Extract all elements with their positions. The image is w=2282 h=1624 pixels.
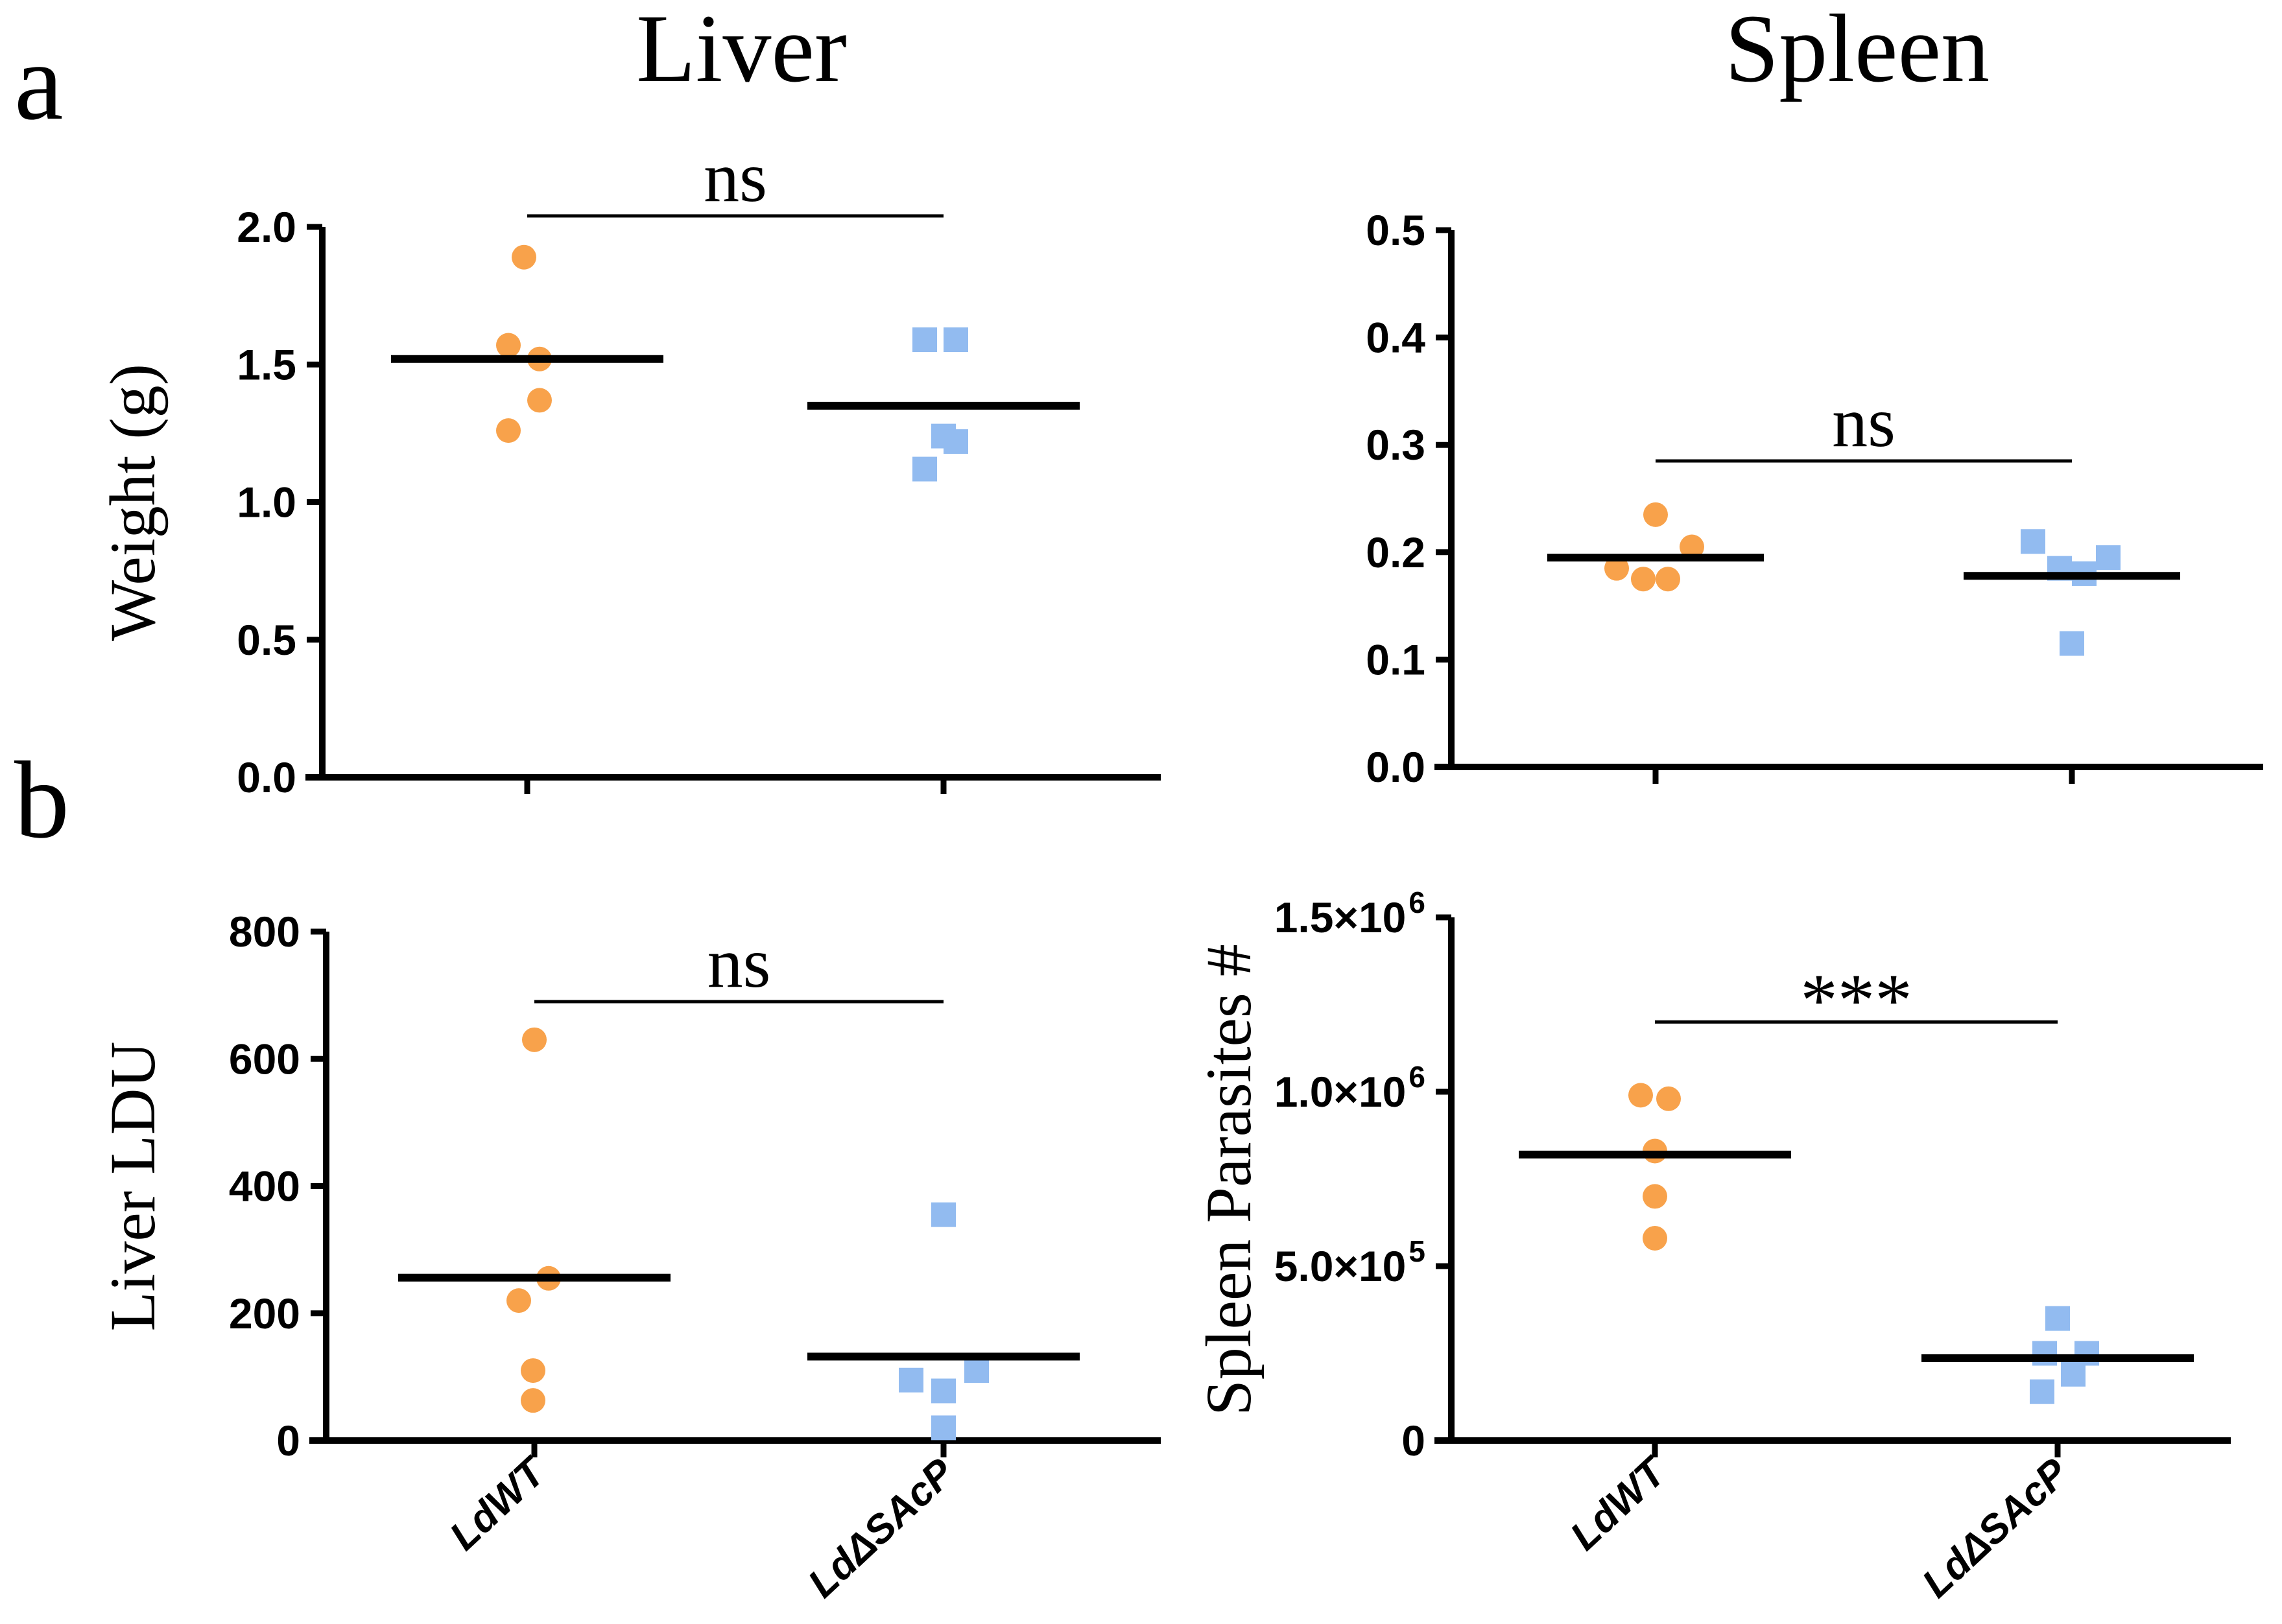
plot-liver-ldu: 0 200 400 600 800 LdWT LdΔSAcP ns — [229, 908, 1161, 1606]
data-point-ldδsacp — [944, 327, 968, 353]
significance-label: ns — [704, 137, 767, 217]
y-tick-label: 400 — [229, 1162, 300, 1210]
y-tick-label: 0.3 — [1366, 421, 1425, 469]
data-point-ldwt — [1643, 1184, 1667, 1209]
data-point-ldδsacp — [2060, 631, 2084, 656]
data-point-ldδsacp — [912, 456, 937, 482]
y-tick-label: 0.1 — [1366, 635, 1425, 683]
plot-spleen-weight: 0.0 0.1 0.2 0.3 0.4 0.5 ns — [1366, 206, 2263, 791]
data-point-ldwt — [521, 1388, 545, 1413]
y-tick-label: 1.0 — [237, 478, 296, 526]
y-tick-label: 0.2 — [1366, 528, 1425, 576]
y-tick-label: 1.5×106 — [1274, 886, 1425, 941]
y-tick-label: 5.0×105 — [1274, 1234, 1425, 1290]
y-tick-label: 0 — [1401, 1417, 1425, 1465]
x-category-label-ldsacp: LdΔSAcP — [1914, 1450, 2077, 1606]
data-point-ldδsacp — [2061, 1361, 2086, 1387]
significance-label: ns — [707, 923, 771, 1002]
data-point-ldwt — [496, 418, 521, 443]
data-point-ldδsacp — [964, 1358, 989, 1383]
data-point-ldwt — [1643, 1225, 1667, 1251]
data-point-ldwt — [512, 244, 536, 270]
data-point-ldwt — [1643, 502, 1668, 527]
y-tick-label: 800 — [229, 908, 300, 956]
data-point-ldδsacp — [944, 429, 968, 454]
significance-label: *** — [1800, 959, 1912, 1041]
data-point-ldwt — [527, 388, 552, 413]
data-point-ldwt — [522, 1027, 547, 1052]
y-tick-label: 1.0×106 — [1274, 1060, 1425, 1116]
significance-label: ns — [1832, 382, 1896, 462]
y-tick-label: 200 — [229, 1289, 300, 1337]
data-point-ldwt — [1656, 567, 1680, 592]
y-tick-label: 0.0 — [237, 753, 296, 801]
data-point-ldδsacp — [931, 1378, 956, 1404]
data-point-ldwt — [1631, 567, 1656, 592]
y-tick-label: 1.5 — [237, 340, 296, 388]
y-tick-label: 600 — [229, 1035, 300, 1083]
data-point-ldwt — [1656, 1086, 1681, 1111]
data-point-ldwt — [521, 1358, 545, 1383]
x-category-label-ldwt: LdWT — [1562, 1448, 1677, 1559]
data-point-ldwt — [1604, 556, 1629, 581]
data-point-ldδsacp — [931, 1415, 956, 1441]
y-tick-label: 0 — [276, 1417, 300, 1465]
y-tick-label: 0.5 — [237, 616, 296, 664]
data-point-ldwt — [1680, 534, 1704, 559]
data-point-ldwt — [1628, 1083, 1653, 1108]
data-point-ldδsacp — [2030, 1379, 2054, 1404]
data-point-ldδsacp — [931, 1202, 956, 1227]
column-title-liver: Liver — [636, 0, 847, 102]
y-tick-label: 0.0 — [1366, 743, 1425, 791]
data-point-ldδsacp — [2045, 1306, 2070, 1331]
data-point-ldδsacp — [2021, 529, 2045, 554]
panel-a-label: a — [14, 21, 64, 143]
data-point-ldwt — [496, 333, 521, 358]
column-title-spleen: Spleen — [1724, 0, 1990, 102]
y-tick-label: 2.0 — [237, 203, 296, 251]
panel-b-label: b — [14, 739, 69, 861]
plot-liver-weight: 0.0 0.5 1.0 1.5 2.0 ns — [237, 137, 1161, 801]
plot-spleen-parasites: 0 5.0×105 1.0×106 1.5×106 LdWT LdΔSAcP *** — [1274, 886, 2231, 1606]
y-tick-label: 0.5 — [1366, 206, 1425, 254]
data-point-ldδsacp — [2096, 545, 2121, 571]
y-tick-label: 0.4 — [1366, 314, 1425, 362]
x-category-label-ldwt: LdWT — [442, 1448, 556, 1559]
data-point-ldδsacp — [912, 327, 937, 353]
data-point-ldδsacp — [899, 1367, 923, 1393]
data-point-ldwt — [506, 1288, 531, 1313]
x-category-label-ldsacp: LdΔSAcP — [800, 1450, 963, 1606]
